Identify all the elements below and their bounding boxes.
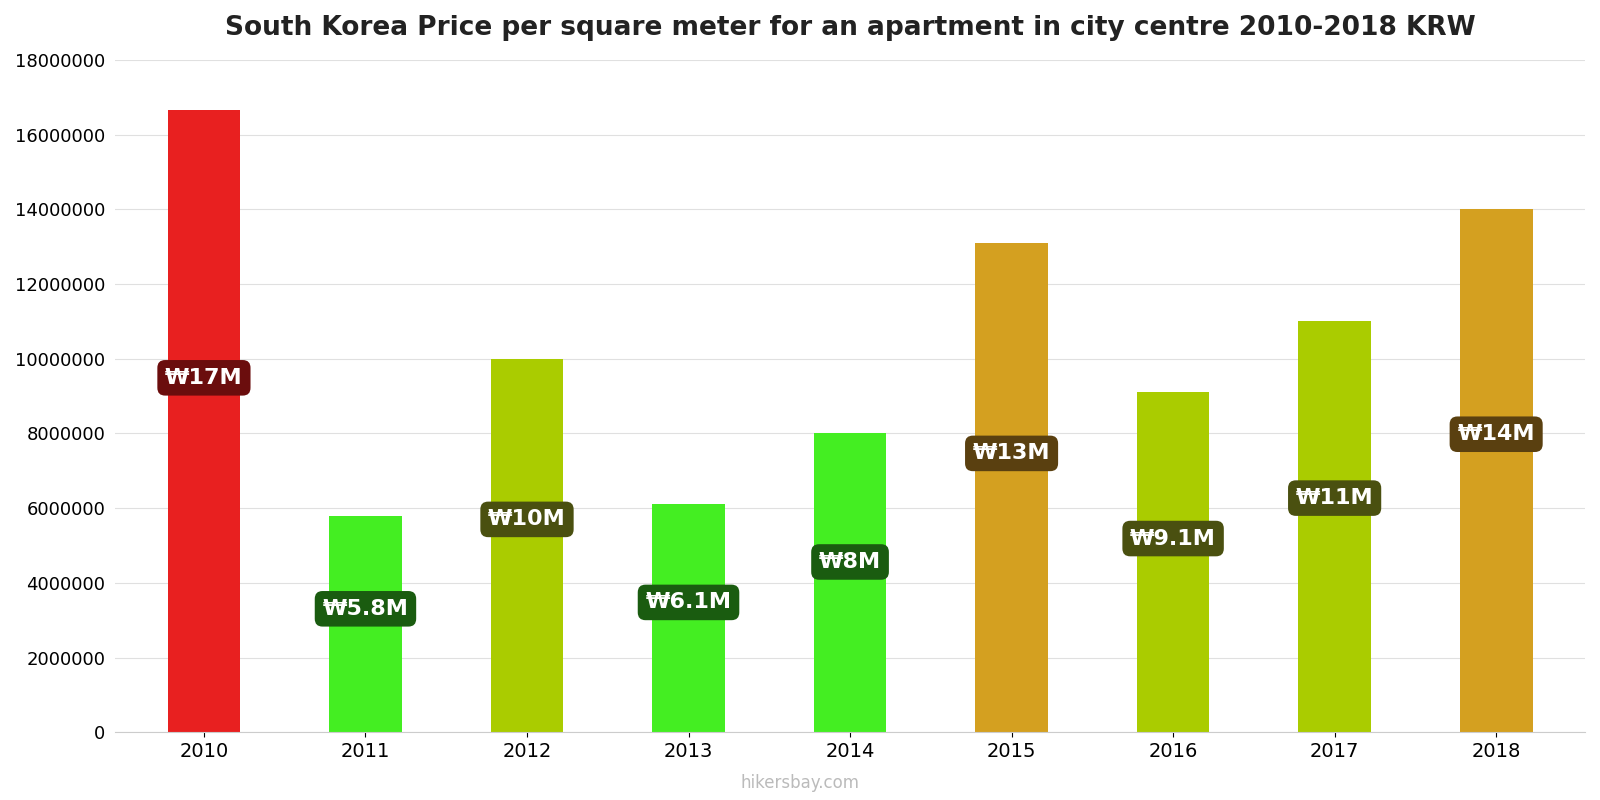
Text: ₩11M: ₩11M: [1296, 488, 1373, 508]
Text: ₩6.1M: ₩6.1M: [645, 593, 731, 613]
Text: ₩13M: ₩13M: [973, 443, 1050, 463]
Text: ₩10M: ₩10M: [488, 510, 566, 530]
Bar: [814, 434, 886, 732]
Title: South Korea Price per square meter for an apartment in city centre 2010-2018 KRW: South Korea Price per square meter for a…: [224, 15, 1475, 41]
Text: ₩9.1M: ₩9.1M: [1130, 529, 1216, 549]
Bar: [330, 516, 402, 732]
Bar: [653, 505, 725, 732]
Text: ₩5.8M: ₩5.8M: [323, 599, 408, 619]
Bar: [168, 110, 240, 732]
Text: ₩17M: ₩17M: [165, 368, 243, 388]
Bar: [491, 358, 563, 732]
Bar: [1136, 393, 1210, 732]
Bar: [976, 243, 1048, 732]
Text: ₩14M: ₩14M: [1458, 424, 1534, 444]
Text: hikersbay.com: hikersbay.com: [741, 774, 859, 792]
Text: ₩8M: ₩8M: [819, 552, 882, 572]
Bar: [1298, 322, 1371, 732]
Bar: [1459, 210, 1533, 732]
